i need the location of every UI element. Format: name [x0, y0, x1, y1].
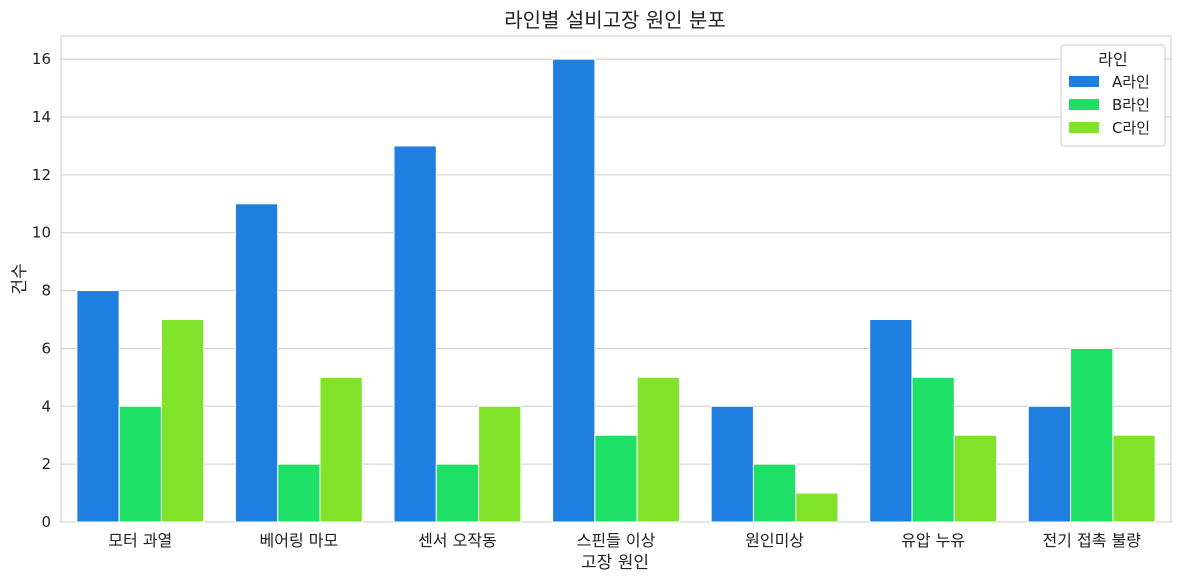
bar — [869, 319, 913, 523]
bar — [710, 405, 754, 523]
x-tick-label: 모터 과열 — [108, 531, 172, 550]
legend-title: 라인 — [1098, 50, 1127, 69]
y-tick-label: 6 — [41, 339, 51, 357]
y-tick-label: 4 — [41, 397, 51, 415]
legend-swatch — [1069, 76, 1099, 87]
x-tick-label: 원인미상 — [745, 531, 804, 550]
x-tick-label: 스핀들 이상 — [577, 531, 656, 550]
legend-label: B라인 — [1112, 96, 1150, 114]
bar — [636, 376, 680, 523]
legend-box — [1060, 44, 1166, 147]
bar — [953, 434, 998, 523]
x-tick-label: 베어링 마모 — [260, 531, 339, 550]
bar — [478, 405, 522, 523]
x-axis-ticks: 모터 과열 베어링 마모 센서 오작동 스핀들 이상 원인미상 유압 누유 전기 접촉 불량 — [108, 531, 1141, 550]
bar — [1112, 434, 1156, 523]
y-tick-label: 14 — [32, 108, 51, 126]
bar — [594, 434, 638, 523]
bars — [76, 58, 1156, 523]
y-axis-label: 건수 — [10, 263, 30, 294]
chart-title: 라인별 설비고장 원인 분포 — [504, 8, 725, 32]
bar — [76, 290, 120, 523]
bar — [277, 463, 321, 523]
y-tick-label: 2 — [41, 455, 51, 473]
bar — [118, 405, 162, 523]
bar — [552, 58, 596, 523]
x-tick-label: 전기 접촉 불량 — [1042, 531, 1141, 550]
y-axis-ticks: 0 2 4 6 8 10 12 14 16 — [32, 50, 51, 531]
y-tick-label: 16 — [32, 50, 51, 68]
bar — [1070, 347, 1114, 523]
legend-label: A라인 — [1112, 73, 1150, 91]
y-tick-label: 0 — [41, 513, 51, 531]
bar — [795, 492, 839, 523]
legend-swatch — [1069, 99, 1099, 110]
bar — [319, 376, 363, 523]
x-tick-label: 유압 누유 — [901, 531, 965, 550]
bar — [752, 463, 797, 523]
bar — [435, 463, 480, 523]
legend: 라인 A라인 B라인 C라인 — [1060, 44, 1166, 147]
bar — [1027, 405, 1072, 523]
y-tick-label: 8 — [41, 282, 51, 300]
bar — [234, 203, 279, 523]
legend-swatch — [1069, 122, 1099, 133]
x-axis-label: 고장 원인 — [581, 553, 649, 573]
y-tick-label: 12 — [32, 166, 51, 184]
bar — [911, 376, 955, 523]
legend-label: C라인 — [1112, 119, 1150, 137]
bar — [160, 319, 205, 523]
y-tick-label: 10 — [32, 224, 51, 242]
bar — [393, 145, 437, 523]
x-tick-label: 센서 오작동 — [418, 531, 497, 550]
